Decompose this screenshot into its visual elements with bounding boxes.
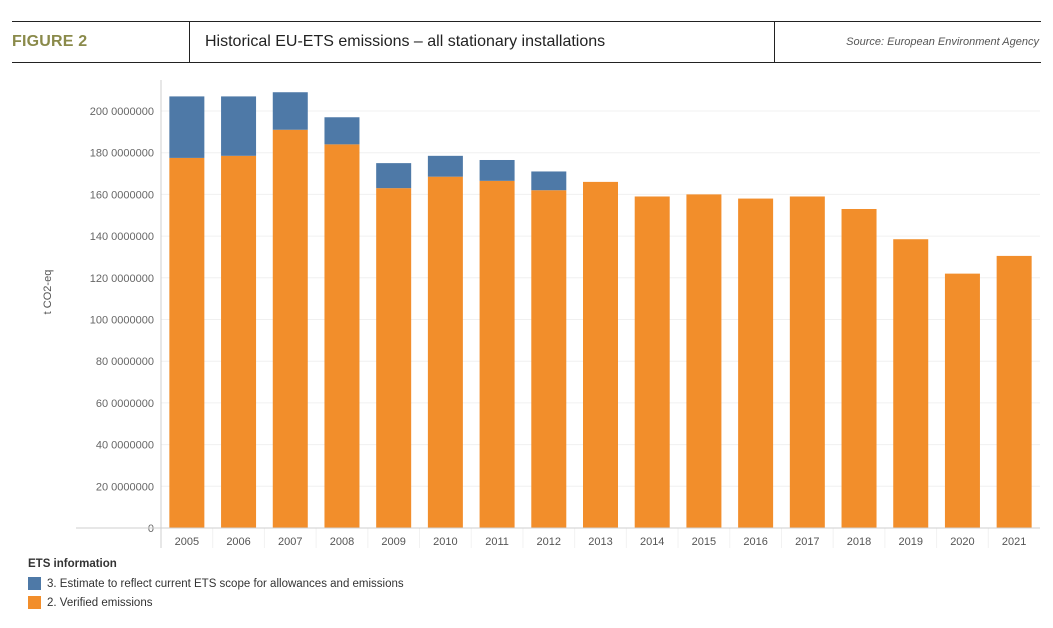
x-tick-label: 2019 [898, 536, 922, 548]
legend-item-estimate[interactable]: 3. Estimate to reflect current ETS scope… [28, 574, 404, 593]
y-tick-label: 40 0000000 [96, 440, 154, 452]
legend-swatch-verified [28, 596, 41, 609]
chart-title: Historical EU-ETS emissions – all statio… [205, 33, 606, 50]
legend-label-estimate: 3. Estimate to reflect current ETS scope… [47, 577, 404, 590]
bar-estimate-2005[interactable] [169, 96, 205, 158]
x-tick-label: 2012 [537, 536, 561, 548]
bar-verified-2012[interactable] [531, 190, 567, 529]
bar-estimate-2012[interactable] [531, 171, 567, 191]
bar-verified-2007[interactable] [272, 129, 308, 528]
legend-item-verified[interactable]: 2. Verified emissions [28, 593, 404, 612]
x-tick-label: 2016 [743, 536, 767, 548]
header-divider [774, 22, 775, 62]
bar-verified-2018[interactable] [841, 208, 877, 528]
legend-title: ETS information [28, 558, 117, 570]
x-tick-label: 2017 [795, 536, 819, 548]
bars [169, 92, 1032, 529]
bar-verified-2020[interactable] [944, 273, 980, 528]
x-tick-label: 2018 [847, 536, 871, 548]
bar-estimate-2011[interactable] [479, 159, 515, 181]
bar-estimate-2009[interactable] [376, 163, 412, 189]
x-tick-label: 2006 [226, 536, 250, 548]
bar-estimate-2008[interactable] [324, 117, 360, 145]
legend-label-verified: 2. Verified emissions [47, 596, 153, 609]
bar-verified-2006[interactable] [221, 155, 257, 528]
legend-swatch-estimate [28, 577, 41, 590]
bar-verified-2019[interactable] [893, 239, 929, 529]
x-tick-label: 2021 [1002, 536, 1026, 548]
bar-verified-2013[interactable] [583, 181, 618, 528]
bar-verified-2008[interactable] [324, 144, 360, 529]
y-tick-label: 140 0000000 [90, 231, 154, 243]
y-tick-label: 80 0000000 [96, 356, 154, 368]
y-tick-label: 100 0000000 [90, 315, 154, 327]
x-tick-label: 2010 [433, 536, 457, 548]
y-tick-label: 20 0000000 [96, 481, 154, 493]
bar-estimate-2006[interactable] [221, 96, 257, 156]
x-tick-label: 2008 [330, 536, 354, 548]
y-tick-label: 200 0000000 [90, 106, 154, 118]
bar-verified-2011[interactable] [479, 180, 515, 528]
y-tick-label: 160 0000000 [90, 189, 154, 201]
bar-verified-2016[interactable] [738, 198, 774, 528]
legend: ETS information 3. Estimate to reflect c… [28, 558, 404, 612]
bar-chart: 0 20 0000000 40 0000000 60 0000000 80 000000… [42, 80, 1040, 548]
bar-verified-2015[interactable] [686, 194, 722, 528]
header-divider [189, 22, 190, 62]
x-tick-label: 2020 [950, 536, 974, 548]
y-axis-ticks: 0 20 0000000 40 0000000 60 0000000 80 000000… [90, 106, 154, 535]
bar-verified-2009[interactable] [376, 188, 412, 528]
figure-label: FIGURE 2 [12, 33, 88, 50]
bar-verified-2014[interactable] [634, 196, 670, 529]
x-tick-label: 2009 [381, 536, 405, 548]
bar-verified-2010[interactable] [427, 176, 463, 529]
bar-estimate-2010[interactable] [427, 155, 463, 177]
x-tick-label: 2007 [278, 536, 302, 548]
x-tick-label: 2011 [485, 536, 509, 548]
bar-verified-2021[interactable] [996, 255, 1032, 528]
bar-verified-2005[interactable] [169, 157, 205, 528]
y-axis-label: t CO2-eq [42, 270, 54, 315]
x-tick-label: 2013 [588, 536, 612, 548]
y-tick-label: 120 0000000 [90, 273, 154, 285]
y-tick-label: 0 [148, 523, 154, 535]
figure-header: FIGURE 2 Historical EU-ETS emissions – a… [12, 21, 1041, 63]
x-tick-label: 2015 [692, 536, 716, 548]
bar-estimate-2007[interactable] [272, 92, 308, 130]
x-tick-label: 2014 [640, 536, 664, 548]
source-note: Source: European Environment Agency [846, 36, 1039, 48]
y-tick-label: 60 0000000 [96, 398, 154, 410]
bar-verified-2017[interactable] [789, 196, 825, 529]
x-axis-ticks: 2005 2006 2007 2008 2009 2010 2011 2012 2013 2014… [175, 528, 1026, 548]
x-tick-label: 2005 [175, 536, 199, 548]
y-tick-label: 180 0000000 [90, 148, 154, 160]
